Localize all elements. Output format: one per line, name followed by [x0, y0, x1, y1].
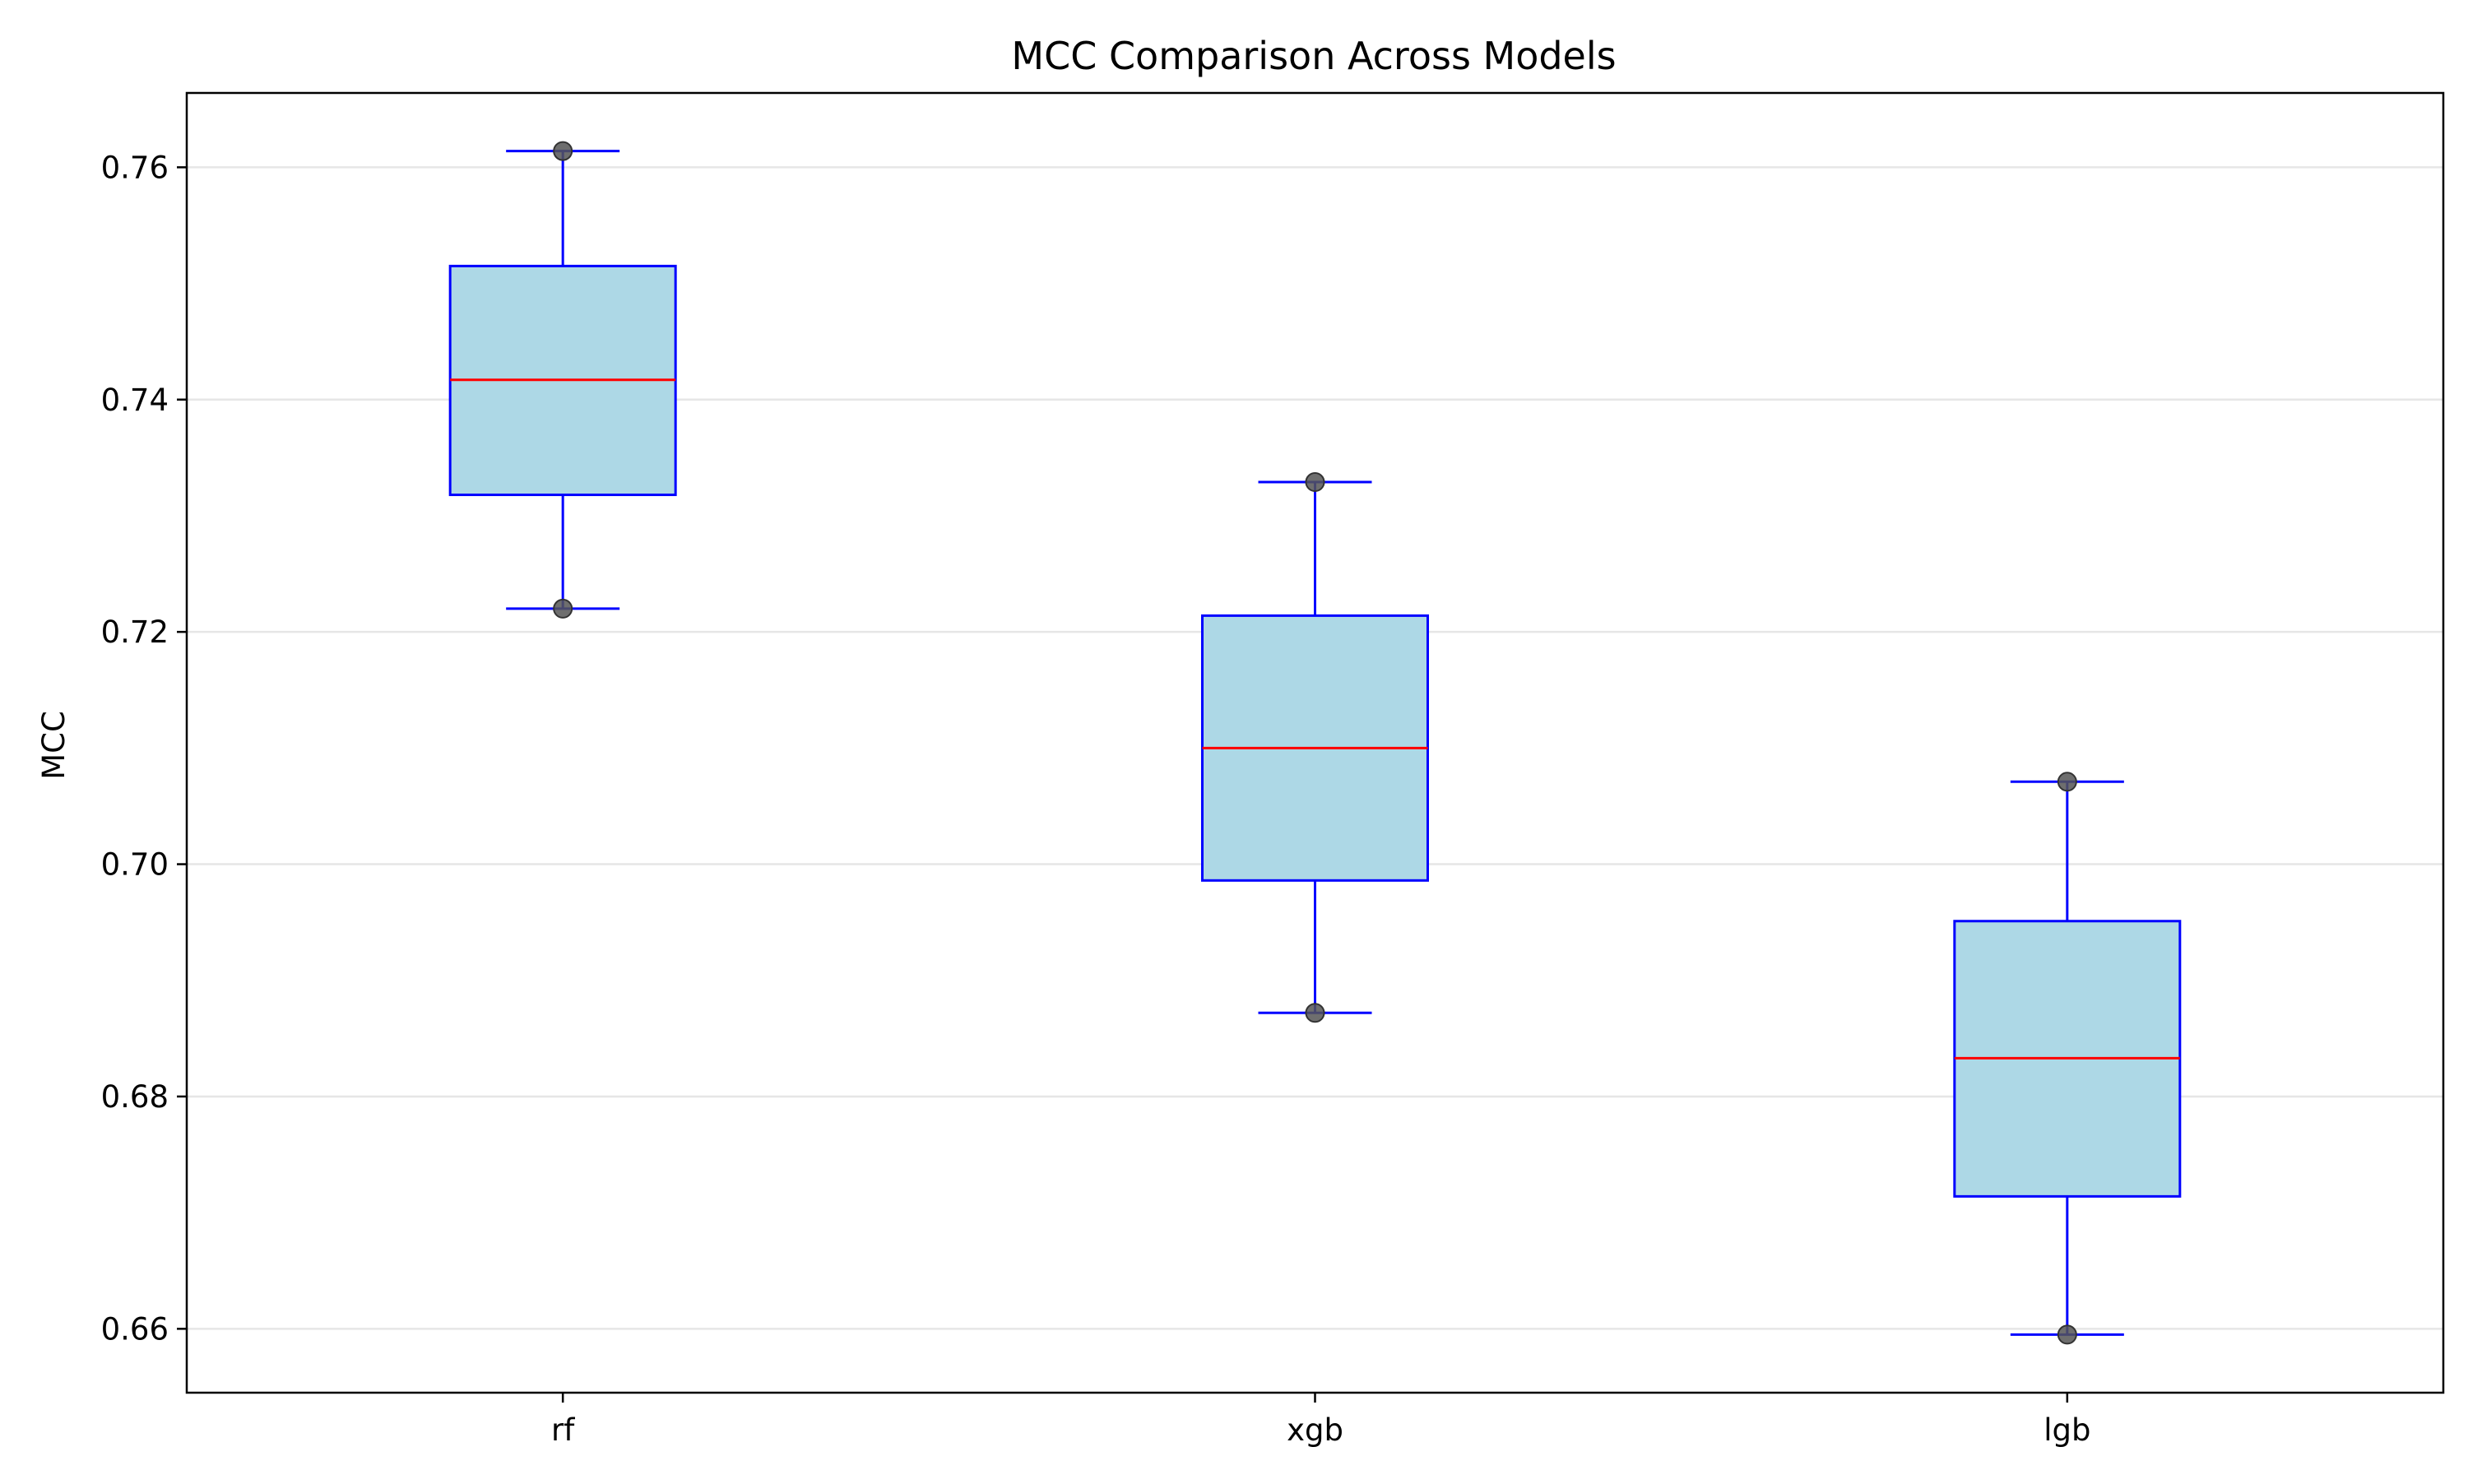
- x-tick-label-lgb: lgb: [2044, 1412, 2090, 1448]
- y-tick-label: 0.68: [101, 1079, 169, 1115]
- x-axis-ticks: rf xgb lgb: [551, 1393, 2090, 1448]
- y-tick-label: 0.72: [101, 614, 169, 650]
- y-tick-label: 0.66: [101, 1311, 169, 1347]
- box-lgb: [1953, 772, 2182, 1345]
- data-point: [553, 598, 573, 619]
- x-tick-label-rf: rf: [551, 1412, 575, 1448]
- data-point: [2057, 1324, 2077, 1345]
- y-tick-label: 0.76: [101, 150, 169, 185]
- y-axis-ticks: 0.66 0.68 0.70 0.72 0.74 0.76: [101, 150, 187, 1347]
- data-point: [1305, 472, 1325, 493]
- data-point: [2057, 772, 2077, 792]
- y-tick-label: 0.74: [101, 383, 169, 418]
- box-rf: [448, 141, 677, 619]
- y-axis-label: MCC: [36, 711, 72, 780]
- boxes-layer: [448, 141, 2182, 1345]
- data-point: [553, 141, 573, 161]
- data-point: [1305, 1003, 1325, 1023]
- box-xgb: [1201, 472, 1429, 1023]
- y-tick-label: 0.70: [101, 847, 169, 883]
- x-tick-label-xgb: xgb: [1287, 1412, 1343, 1448]
- chart-title: MCC Comparison Across Models: [1011, 34, 1616, 78]
